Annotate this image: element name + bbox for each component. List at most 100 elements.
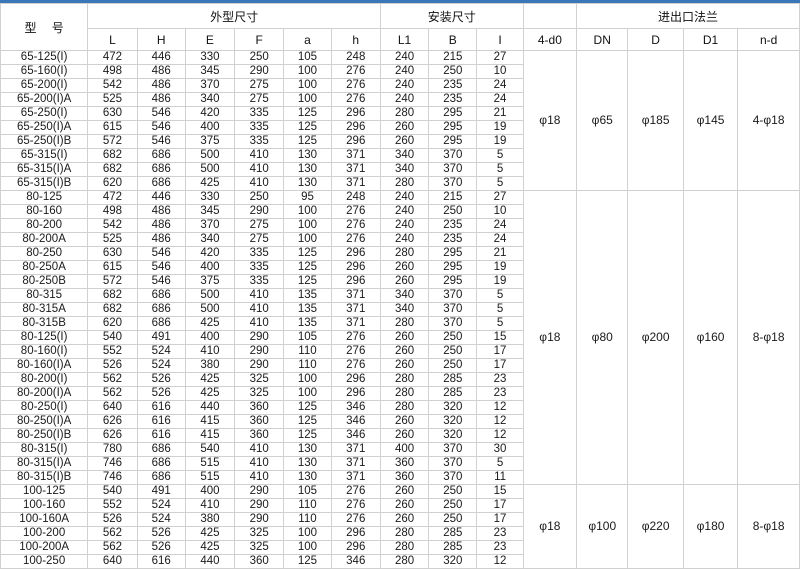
cell-H: 686 bbox=[136, 148, 186, 163]
cell-L: 562 bbox=[87, 540, 138, 555]
column-header-model: 型 号 bbox=[0, 3, 89, 51]
pump-dimensions-table: 型 号 外型尺寸 安装尺寸 进出口法兰 L H E F a h L1 B I 4… bbox=[0, 3, 800, 569]
cell-B: 250 bbox=[428, 204, 478, 219]
table-row: 80-315 682 686 500 410 135 371 340 370 5 bbox=[0, 288, 800, 303]
cell-L1: 260 bbox=[379, 134, 430, 149]
cell-H: 526 bbox=[136, 372, 186, 387]
cell-a: 125 bbox=[283, 554, 332, 569]
cell-a: 125 bbox=[283, 106, 332, 121]
cell-F: 325 bbox=[234, 386, 285, 401]
cell-L: 780 bbox=[87, 442, 138, 457]
cell-model: 80-250 bbox=[0, 246, 89, 261]
cell-L: 472 bbox=[87, 190, 138, 205]
cell-I: 12 bbox=[476, 428, 524, 443]
cell-L: 572 bbox=[87, 134, 138, 149]
cell-B: 215 bbox=[428, 190, 478, 205]
cell-F: 250 bbox=[234, 190, 285, 205]
table-row: 65-250(I) 630 546 420 335 125 296 280 295 21 bbox=[0, 106, 800, 121]
cell-L: 526 bbox=[87, 512, 138, 527]
cell-L: 562 bbox=[87, 526, 138, 541]
cell-H: 686 bbox=[136, 456, 186, 471]
header-column-row: L H E F a h L1 B I 4-d0 DN D D1 n-d bbox=[1, 28, 800, 51]
cell-I: 24 bbox=[476, 92, 524, 107]
cell-h: 276 bbox=[330, 512, 381, 527]
cell-H: 686 bbox=[136, 316, 186, 331]
cell-L1: 260 bbox=[379, 120, 430, 135]
cell-E: 420 bbox=[184, 106, 236, 121]
cell-B: 250 bbox=[428, 330, 478, 345]
table-row: 65-125(I) 472 446 330 250 105 248 240 215 27 φ18 φ6… bbox=[0, 50, 800, 191]
cell-a: 125 bbox=[283, 120, 332, 135]
cell-h: 346 bbox=[330, 414, 381, 429]
cell-B: 285 bbox=[428, 540, 478, 555]
cell-L1: 280 bbox=[379, 316, 430, 331]
cell-B: 370 bbox=[428, 316, 478, 331]
cell-model: 80-125 bbox=[0, 190, 89, 205]
cell-F: 335 bbox=[234, 246, 285, 261]
cell-a: 100 bbox=[283, 386, 332, 401]
cell-H: 446 bbox=[136, 50, 186, 65]
cell-I: 5 bbox=[476, 148, 524, 163]
cell-H: 486 bbox=[136, 204, 186, 219]
cell-a: 100 bbox=[283, 232, 332, 247]
cell-E: 340 bbox=[184, 92, 236, 107]
cell-B: 295 bbox=[428, 260, 478, 275]
cell-L: 526 bbox=[87, 358, 138, 373]
cell-L: 562 bbox=[87, 386, 138, 401]
cell-L1: 280 bbox=[379, 106, 430, 121]
cell-E: 370 bbox=[184, 78, 236, 93]
column-group-inlet-outlet-flange: 进出口法兰 bbox=[576, 3, 800, 29]
cell-a: 125 bbox=[283, 400, 332, 415]
cell-model: 65-125(I) bbox=[0, 50, 89, 65]
cell-E: 425 bbox=[184, 540, 236, 555]
cell-E: 400 bbox=[184, 260, 236, 275]
cell-model: 100-160 bbox=[0, 498, 89, 513]
cell-I: 24 bbox=[476, 218, 524, 233]
cell-H: 686 bbox=[136, 162, 186, 177]
cell-E: 425 bbox=[184, 526, 236, 541]
cell-H: 546 bbox=[136, 134, 186, 149]
cell-H: 686 bbox=[136, 442, 186, 457]
cell-L: 542 bbox=[87, 218, 138, 233]
cell-E: 515 bbox=[184, 470, 236, 485]
cell-L: 472 bbox=[87, 50, 138, 65]
cell-L1: 280 bbox=[379, 540, 430, 555]
cell-L: 630 bbox=[87, 106, 138, 121]
table-row: 80-200A 525 486 340 275 100 276 240 235 24 bbox=[0, 232, 800, 247]
cell-L1: 400 bbox=[379, 442, 430, 457]
cell-L: 746 bbox=[87, 456, 138, 471]
cell-F: 410 bbox=[234, 162, 285, 177]
cell-F: 250 bbox=[234, 50, 285, 65]
cell-E: 380 bbox=[184, 358, 236, 373]
cell-L: 525 bbox=[87, 232, 138, 247]
cell-a: 105 bbox=[283, 50, 332, 65]
cell-B: 295 bbox=[428, 106, 478, 121]
column-header-h: h bbox=[330, 28, 381, 51]
cell-a: 130 bbox=[283, 148, 332, 163]
cell-L1: 240 bbox=[379, 92, 430, 107]
cell-L: 640 bbox=[87, 400, 138, 415]
cell-B: 370 bbox=[428, 302, 478, 317]
cell-B: 370 bbox=[428, 162, 478, 177]
cell-I: 5 bbox=[476, 288, 524, 303]
cell-model: 80-250(I)B bbox=[0, 428, 89, 443]
cell-B: 235 bbox=[428, 78, 478, 93]
cell-F: 275 bbox=[234, 78, 285, 93]
cell-I: 19 bbox=[476, 120, 524, 135]
cell-L1: 280 bbox=[379, 554, 430, 569]
cell-L1: 280 bbox=[379, 526, 430, 541]
cell-F: 325 bbox=[234, 526, 285, 541]
table-row: 80-200(I) 562 526 425 325 100 296 280 285 23 bbox=[0, 372, 800, 387]
cell-B: 320 bbox=[428, 428, 478, 443]
column-header-L: L bbox=[87, 28, 138, 51]
table-row: 100-160A 526 524 380 290 110 276 260 250 17 bbox=[0, 512, 800, 527]
cell-E: 500 bbox=[184, 288, 236, 303]
cell-model: 65-200(I)A bbox=[0, 92, 89, 107]
cell-flange-DN: φ65 bbox=[576, 50, 629, 191]
cell-E: 500 bbox=[184, 148, 236, 163]
cell-F: 275 bbox=[234, 92, 285, 107]
table-row: 80-125 472 446 330 250 95 248 240 215 27 φ18 φ80 φ20… bbox=[0, 190, 800, 485]
cell-H: 486 bbox=[136, 78, 186, 93]
cell-E: 380 bbox=[184, 512, 236, 527]
